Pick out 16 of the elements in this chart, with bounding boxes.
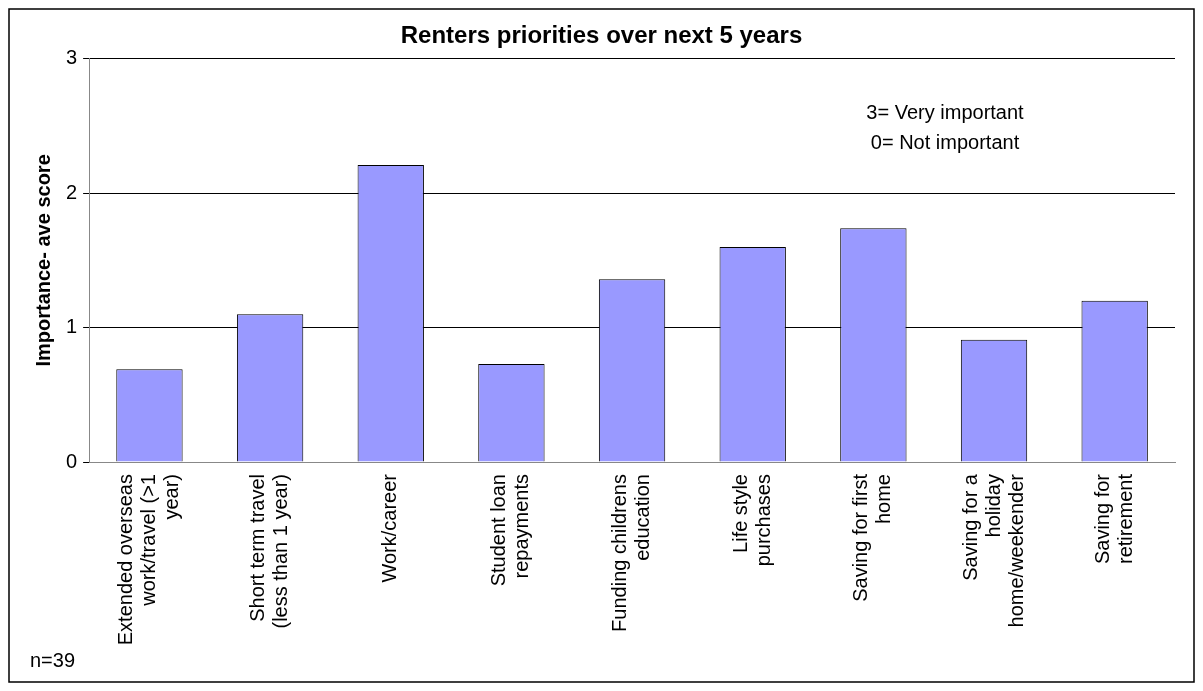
chart-title: Renters priorities over next 5 years: [400, 21, 803, 49]
x-tick-label: Extended overseas work/travel (>1 year): [113, 474, 182, 646]
y-tick-label: 1: [66, 315, 78, 338]
x-tick-label: Funding childrens education: [608, 474, 654, 632]
annotation: 0= Not important: [870, 131, 1020, 154]
x-tick-label: Student loan repayments: [487, 474, 533, 587]
y-tick-label: 3: [66, 46, 78, 69]
y-axis-title: Importance- ave score: [31, 154, 54, 367]
x-tick-label: Short term travel (less than 1 year): [246, 474, 292, 629]
x-tick-label: Saving for first home: [849, 473, 895, 602]
y-tick-label: 0: [66, 449, 78, 472]
text: n=39: [30, 648, 76, 671]
y-tick-label: 2: [66, 180, 78, 203]
annotation: 3= Very important: [866, 101, 1025, 124]
x-tick-label: Life style purchases: [728, 474, 774, 567]
x-tick-label: Work/career: [378, 473, 401, 583]
